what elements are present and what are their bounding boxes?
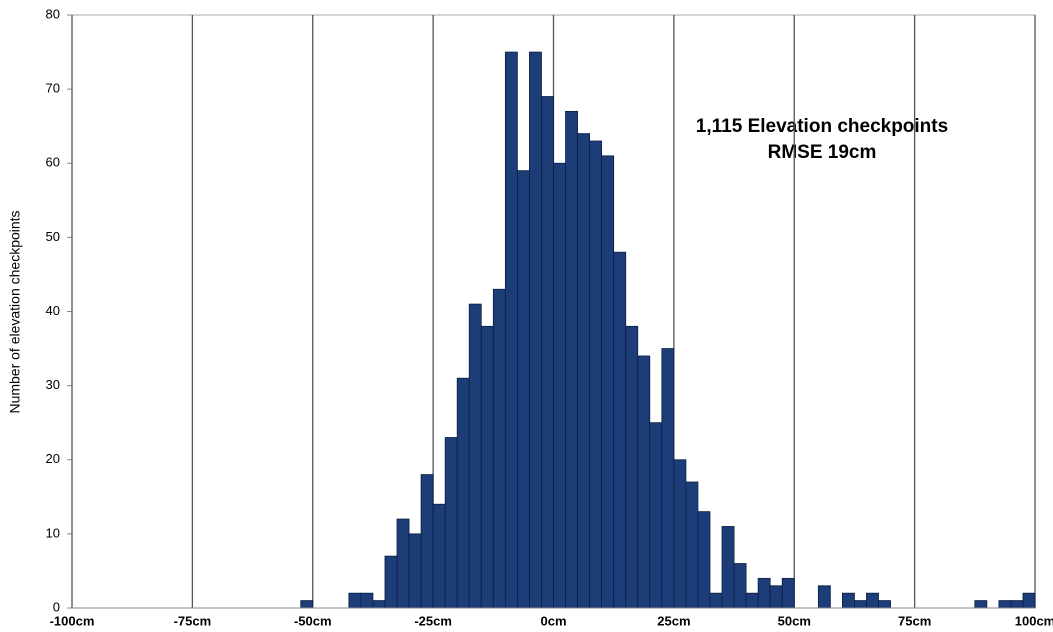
bar (480, 325, 494, 609)
bar (721, 526, 735, 609)
bar (565, 110, 578, 609)
bar (529, 51, 542, 609)
bar (878, 600, 891, 609)
x-tick-label: -50cm (294, 613, 332, 628)
bar (444, 437, 458, 609)
bar (649, 422, 663, 609)
x-tick-label: 0cm (540, 613, 566, 628)
y-tick-label: 0 (53, 599, 60, 614)
bar (1022, 592, 1036, 609)
bar (613, 251, 627, 609)
bar (781, 577, 795, 609)
bar (577, 133, 591, 609)
x-tick-label: 100cm (1015, 613, 1053, 628)
y-axis-label: Number of elevation checkpoints (7, 210, 23, 413)
bar (817, 585, 831, 609)
bar (661, 348, 675, 609)
bar (396, 518, 410, 609)
bar (842, 592, 855, 609)
bar (974, 600, 988, 609)
y-tick-label: 70 (46, 81, 60, 96)
bar (625, 325, 639, 609)
bar (408, 533, 422, 609)
bar (420, 474, 434, 609)
y-tick-label: 40 (46, 303, 60, 318)
bar (637, 355, 651, 609)
bar (733, 563, 747, 609)
bar (456, 377, 470, 609)
bar (745, 592, 759, 609)
y-tick-label: 80 (46, 6, 60, 21)
x-tick-label: 75cm (898, 613, 931, 628)
x-tick-label: 50cm (778, 613, 811, 628)
bar (492, 288, 506, 609)
bar (1010, 600, 1024, 609)
annotation: 1,115 Elevation checkpoints (696, 116, 948, 137)
bar (998, 600, 1012, 609)
annotation: RMSE 19cm (768, 142, 877, 163)
y-tick-label: 20 (46, 451, 60, 466)
y-tick-label: 50 (46, 229, 60, 244)
bar (384, 555, 398, 609)
bar (709, 592, 723, 609)
bar (468, 303, 482, 609)
x-tick-label: -75cm (174, 613, 212, 628)
bar (769, 585, 783, 609)
bar (673, 459, 687, 609)
bar (348, 592, 362, 609)
x-tick-label: -25cm (414, 613, 452, 628)
x-tick-label: -100cm (50, 613, 95, 628)
bar (360, 592, 374, 609)
bar (516, 170, 530, 609)
bar (757, 577, 771, 609)
x-tick-label: 25cm (657, 613, 690, 628)
bar (601, 155, 615, 609)
bar (300, 600, 314, 609)
bar (432, 503, 446, 609)
bar (372, 600, 386, 609)
y-tick-label: 10 (46, 525, 60, 540)
bar (504, 51, 518, 609)
bar (553, 162, 566, 609)
bar (866, 592, 879, 609)
bar (589, 140, 603, 609)
bar (685, 481, 699, 609)
bar (854, 600, 867, 609)
y-tick-label: 30 (46, 377, 60, 392)
bar (541, 96, 554, 609)
y-tick-label: 60 (46, 155, 60, 170)
bar (697, 511, 711, 609)
